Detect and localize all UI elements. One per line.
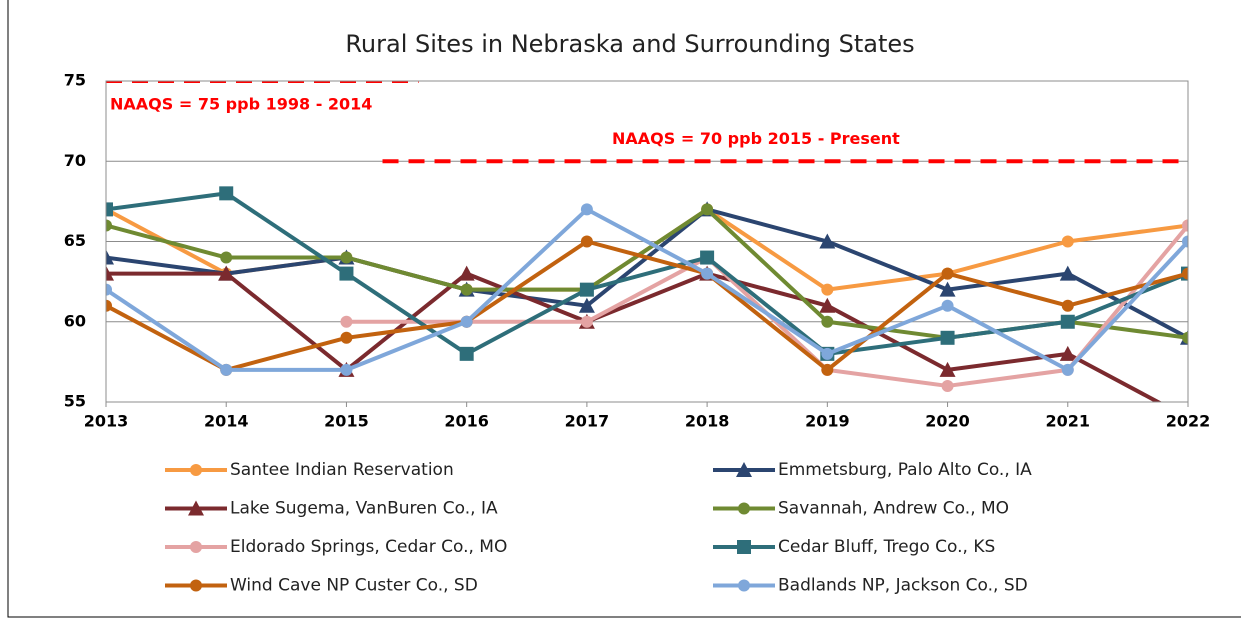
- marker: [578, 297, 595, 313]
- marker: [190, 579, 202, 592]
- marker: [460, 315, 473, 328]
- legend-label: Santee Indian Reservation: [230, 460, 454, 480]
- y-tick-label: 65: [64, 231, 86, 250]
- x-tick-label: 2017: [565, 412, 610, 431]
- marker: [106, 219, 112, 232]
- marker: [580, 235, 593, 248]
- reference-label: NAAQS = 75 ppb 1998 - 2014: [110, 95, 372, 114]
- marker: [941, 267, 954, 280]
- marker: [340, 331, 353, 344]
- chart-title: Rural Sites in Nebraska and Surrounding …: [345, 30, 914, 58]
- marker: [1182, 235, 1188, 248]
- marker: [1061, 299, 1074, 312]
- plot-area: [106, 81, 1188, 402]
- marker: [939, 361, 956, 377]
- marker: [1182, 267, 1188, 280]
- marker: [1182, 219, 1188, 232]
- marker: [738, 579, 750, 592]
- marker: [106, 249, 114, 265]
- marker: [736, 462, 752, 477]
- x-tick-label: 2021: [1046, 412, 1091, 431]
- reference-label: NAAQS = 70 ppb 2015 - Present: [612, 129, 900, 148]
- marker: [340, 315, 353, 328]
- marker: [458, 265, 475, 281]
- marker: [106, 265, 114, 281]
- y-tick-label: 70: [64, 151, 86, 170]
- marker: [819, 233, 836, 249]
- plot-border: [105, 80, 1189, 403]
- marker: [700, 250, 715, 265]
- x-tick-label: 2013: [84, 412, 129, 431]
- marker: [220, 363, 233, 376]
- x-tick-label: 2015: [324, 412, 369, 431]
- marker: [190, 541, 202, 553]
- x-tick-label: 2022: [1166, 412, 1211, 431]
- x-tick-label: 2016: [444, 412, 489, 431]
- x-tick-label: 2014: [204, 412, 249, 431]
- marker: [1060, 314, 1075, 329]
- marker: [106, 299, 112, 312]
- marker: [701, 267, 714, 280]
- x-tick-label: 2019: [805, 412, 850, 431]
- x-tick-label: 2018: [685, 412, 730, 431]
- marker: [106, 283, 112, 296]
- marker: [339, 266, 354, 281]
- marker: [579, 282, 594, 297]
- series-line: [106, 271, 1163, 402]
- marker: [941, 299, 954, 312]
- marker: [219, 186, 234, 201]
- marker: [819, 297, 836, 313]
- marker: [106, 202, 113, 217]
- series-line: [106, 207, 1188, 372]
- y-tick-label: 75: [64, 71, 86, 90]
- marker: [1059, 345, 1076, 361]
- marker: [821, 363, 834, 376]
- legend-label: Lake Sugema, VanBuren Co., IA: [230, 499, 498, 519]
- marker: [1061, 235, 1074, 248]
- marker: [941, 379, 954, 392]
- x-tick-label: 2020: [925, 412, 970, 431]
- marker: [340, 363, 353, 376]
- marker: [190, 464, 202, 476]
- marker: [738, 502, 750, 515]
- y-tick-label: 55: [64, 392, 86, 411]
- legend-label: Emmetsburg, Palo Alto Co., IA: [778, 460, 1032, 480]
- legend-label: Wind Cave NP Custer Co., SD: [230, 576, 478, 596]
- marker: [821, 347, 834, 360]
- marker: [821, 283, 834, 296]
- legend-label: Eldorado Springs, Cedar Co., MO: [230, 537, 507, 557]
- marker: [701, 203, 714, 216]
- marker: [188, 500, 204, 516]
- marker: [460, 283, 473, 296]
- series-line: [106, 239, 1188, 372]
- marker: [580, 315, 593, 328]
- series-line: [106, 191, 1188, 356]
- marker: [218, 265, 235, 281]
- marker: [821, 315, 834, 328]
- marker: [340, 251, 353, 264]
- legend-label: Badlands NP, Jackson Co., SD: [778, 576, 1028, 596]
- marker: [220, 251, 233, 264]
- marker: [580, 203, 593, 216]
- marker: [1059, 265, 1076, 281]
- marker: [939, 281, 956, 297]
- marker: [1182, 331, 1188, 344]
- marker: [940, 330, 955, 345]
- legend-label: Cedar Bluff, Trego Co., KS: [778, 537, 995, 557]
- legend-label: Savannah, Andrew Co., MO: [778, 499, 1009, 519]
- marker: [737, 540, 751, 554]
- marker: [1061, 363, 1074, 376]
- marker: [459, 346, 474, 361]
- y-tick-label: 60: [64, 311, 86, 330]
